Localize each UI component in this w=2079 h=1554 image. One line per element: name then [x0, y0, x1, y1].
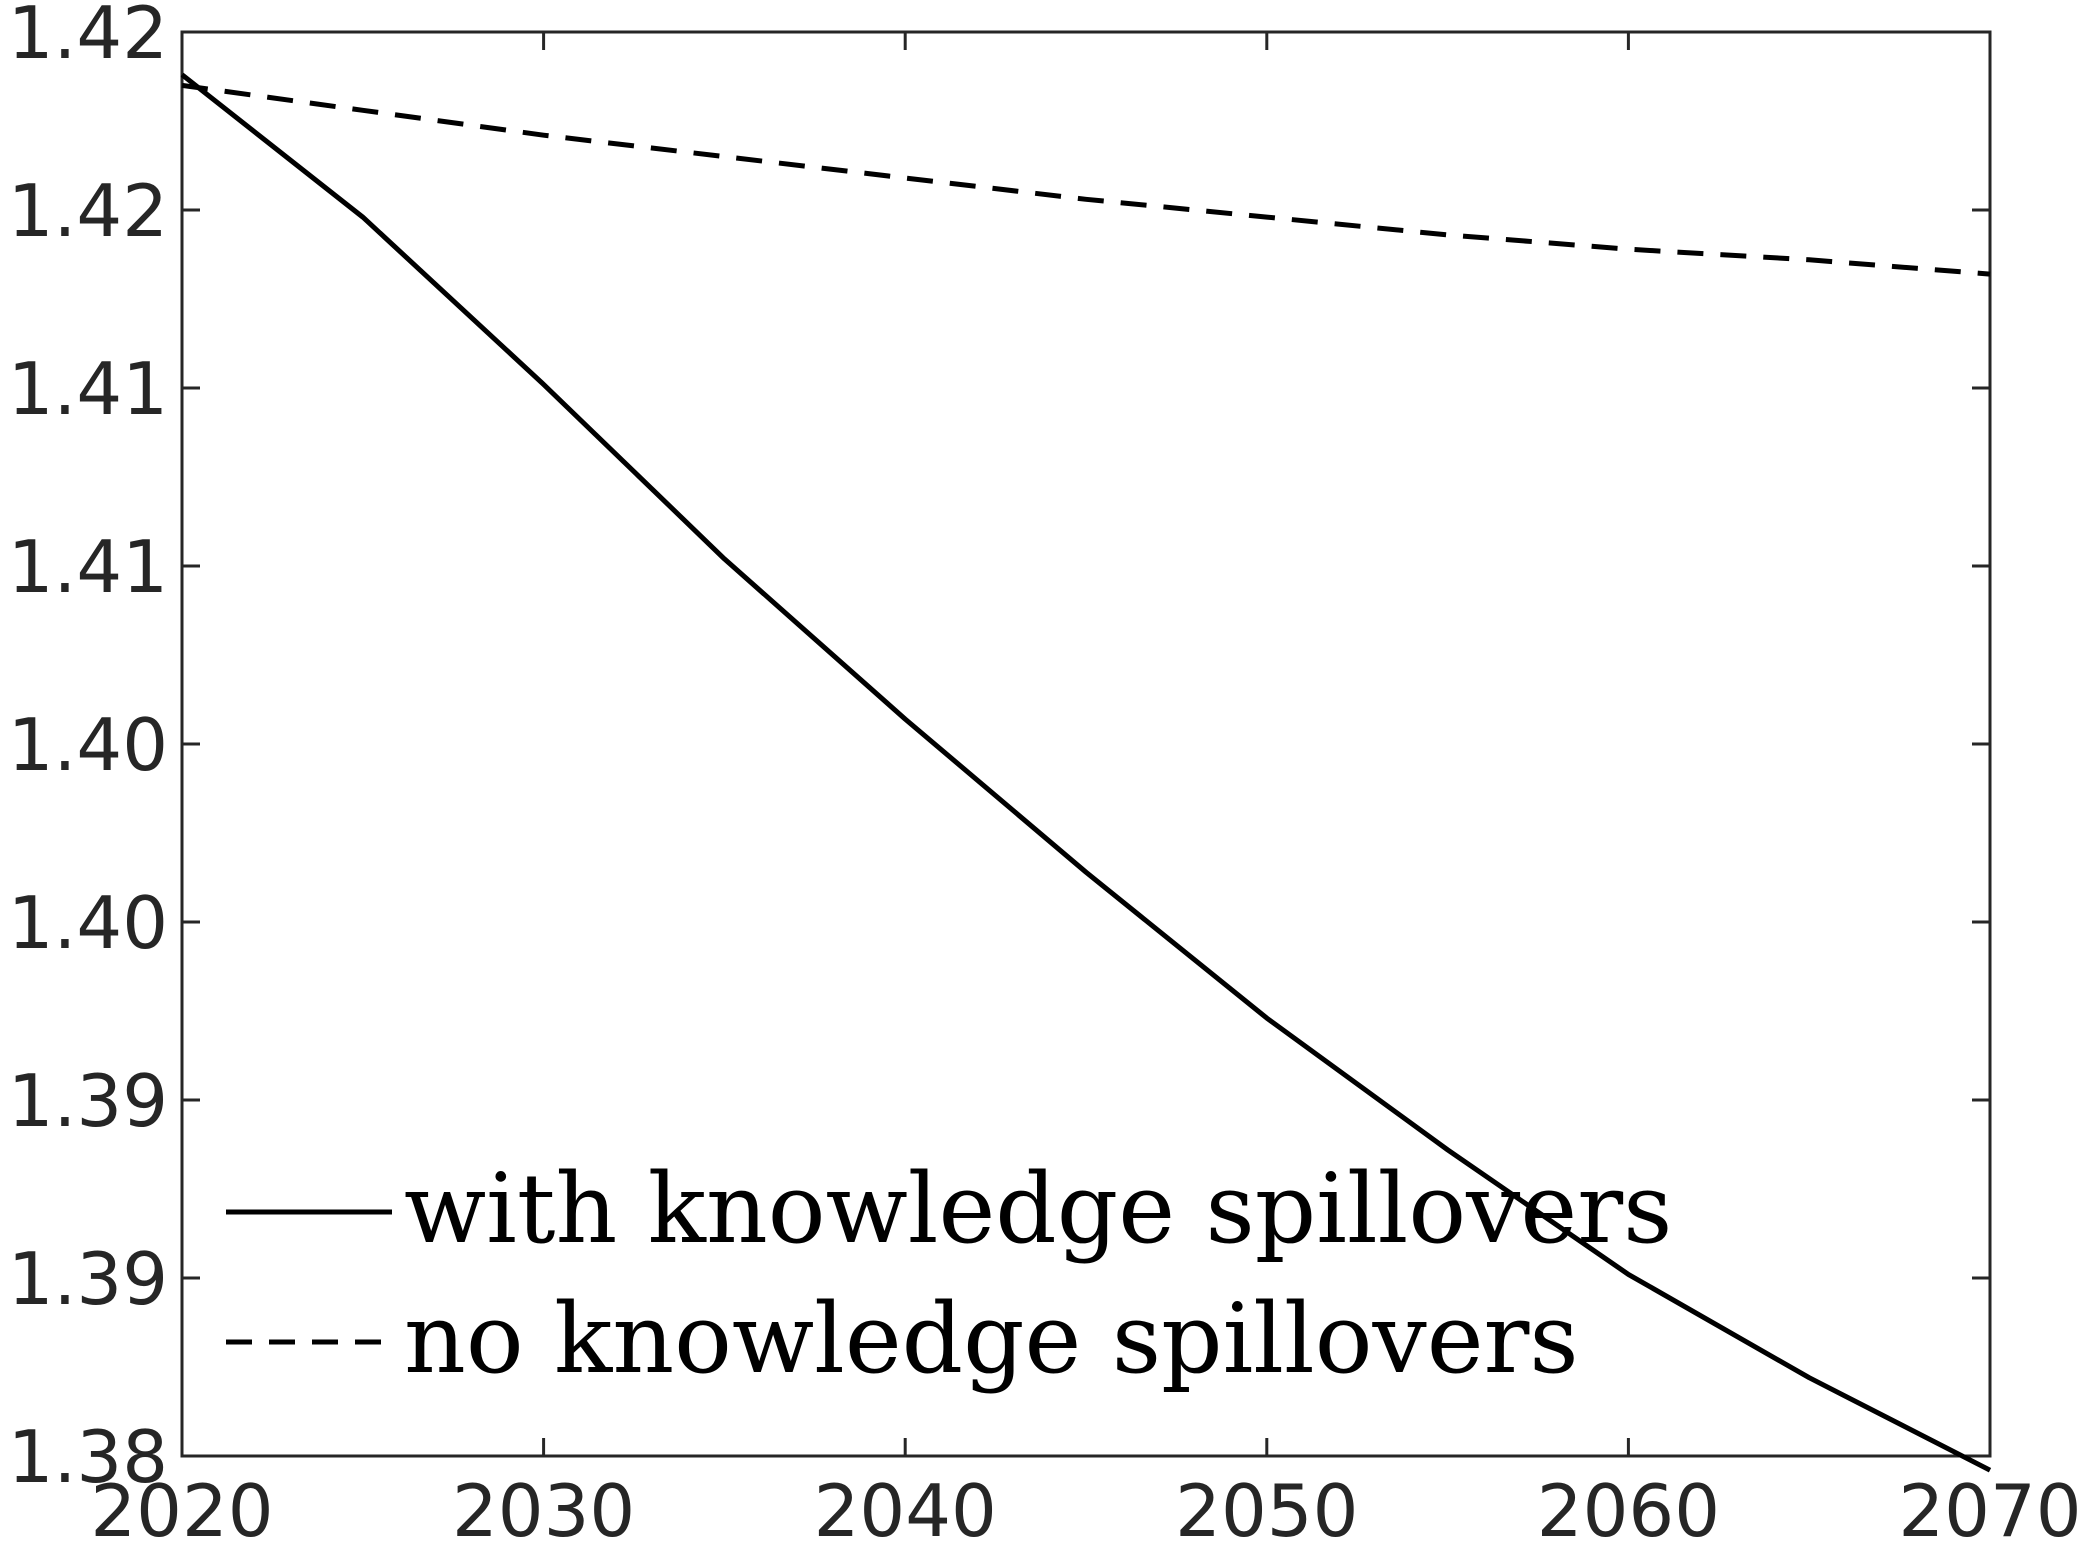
- y-tick-label: 1.40: [8, 881, 168, 965]
- legend-label-0: with knowledge spillovers: [404, 1153, 1672, 1265]
- y-tick-label: 1.39: [8, 1237, 168, 1321]
- legend: with knowledge spillovers no knowledge sp…: [226, 1153, 1672, 1395]
- legend-label-1: no knowledge spillovers: [404, 1283, 1579, 1395]
- y-tick-label: 1.39: [8, 1059, 168, 1143]
- series-line-0: [180, 72, 1992, 1473]
- y-tick-label: 1.42: [8, 0, 168, 75]
- x-tick-label: 2060: [1537, 1469, 1720, 1553]
- y-tick-label: 1.42: [8, 169, 168, 253]
- axis-ticks: 2020 2030 2040 2050 2060 2070 1.38 1.39 1.39 1.40…: [8, 0, 2079, 1553]
- y-tick-label: 1.41: [8, 347, 168, 431]
- x-tick-label: 2070: [1898, 1469, 2079, 1553]
- x-tick-label: 2040: [814, 1469, 997, 1553]
- plot-area: [180, 30, 1992, 1458]
- series-lines: [180, 72, 1992, 1473]
- y-tick-label: 1.41: [8, 525, 168, 609]
- x-tick-label: 2020: [90, 1469, 273, 1553]
- y-tick-label: 1.38: [8, 1415, 168, 1499]
- x-tick-label: 2050: [1175, 1469, 1358, 1553]
- y-tick-label: 1.40: [8, 703, 168, 787]
- x-tick-label: 2030: [452, 1469, 635, 1553]
- series-line-1: [181, 82, 1991, 277]
